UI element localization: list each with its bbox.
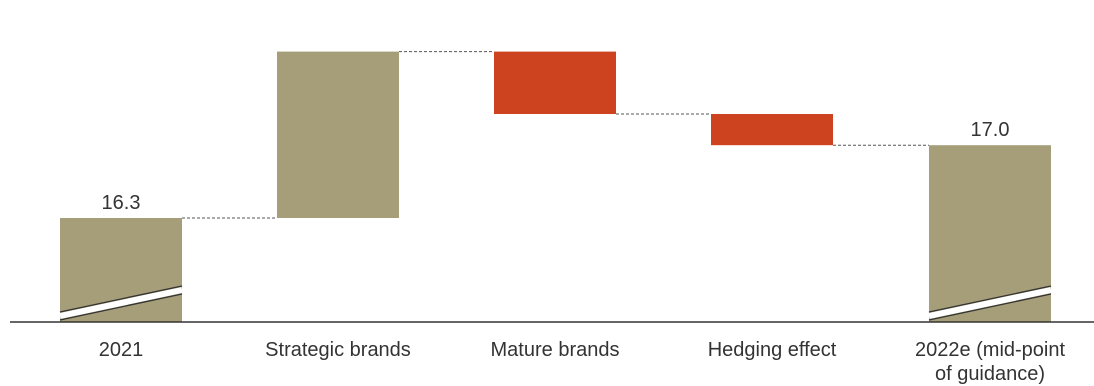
data-label-1: 16.3 [102,192,141,214]
axis-break-mark [59,285,183,321]
category-label-1: 2021 [99,339,144,361]
category-label-4: Hedging effect [708,339,837,361]
bar-4 [711,114,833,146]
data-label-5: 17.0 [971,119,1010,141]
category-label-3: Mature brands [491,339,620,361]
bar-3 [494,51,616,114]
bar-2 [277,51,399,218]
category-label-5: 2022e (mid-point of guidance) [915,339,1066,385]
axis-break-mark [928,285,1052,321]
category-label-2: Strategic brands [265,339,411,361]
